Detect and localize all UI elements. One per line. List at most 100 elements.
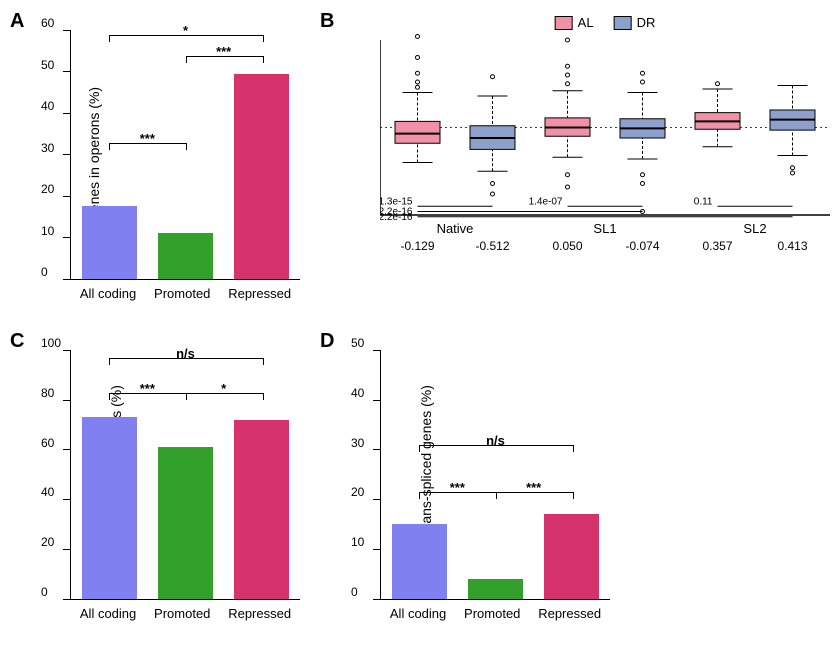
svg-text:Native: Native [437, 221, 474, 236]
bar [468, 579, 523, 599]
ytick [373, 499, 381, 500]
legend-swatch [614, 16, 632, 30]
ytick [373, 449, 381, 450]
bar [392, 524, 447, 599]
x-labels: All coding Promoted Repressed [381, 606, 610, 621]
panel-c: C 020406080100SL1 Trans-spliced genes (%… [10, 330, 310, 640]
ytick [63, 449, 71, 450]
bar [234, 420, 289, 599]
ytick-label: 20 [41, 535, 54, 549]
svg-text:SL1: SL1 [593, 221, 616, 236]
ytick [63, 350, 71, 351]
ytick-label: 0 [41, 265, 48, 279]
ytick [63, 71, 71, 72]
bars-container [381, 350, 610, 599]
ytick [63, 237, 71, 238]
svg-text:1.4e-07: 1.4e-07 [529, 196, 563, 207]
panel-c-chart: 020406080100SL1 Trans-spliced genes (%)A… [70, 350, 300, 600]
ytick-label: 10 [351, 535, 364, 549]
svg-text:0.11: 0.11 [694, 196, 713, 207]
ytick [63, 196, 71, 197]
bar [82, 417, 137, 599]
bars-container [71, 30, 300, 279]
panel-c-label: C [10, 330, 24, 353]
sig-label: * [221, 381, 226, 396]
svg-text:-0.074: -0.074 [625, 239, 659, 253]
ytick-label: 40 [41, 99, 54, 113]
ytick-label: 10 [41, 224, 54, 238]
svg-text:0.413: 0.413 [777, 239, 807, 253]
sig-label: *** [216, 44, 231, 59]
ytick-label: 20 [41, 182, 54, 196]
sig-label: *** [140, 381, 155, 396]
ytick-label: 20 [351, 485, 364, 499]
ytick [63, 549, 71, 550]
bars-container [71, 350, 300, 599]
bar [158, 233, 213, 279]
legend-label: AL [578, 15, 594, 30]
ytick-label: 50 [41, 58, 54, 72]
panel-a: A 0102030405060Genes in operons (%)All c… [10, 10, 310, 320]
ytick-label: 30 [351, 436, 364, 450]
svg-text:-0.129: -0.129 [400, 239, 434, 253]
ytick-label: 80 [41, 386, 54, 400]
x-label: Repressed [228, 606, 291, 621]
ytick-label: 60 [41, 16, 54, 30]
x-label: Promoted [154, 286, 210, 301]
ytick [63, 30, 71, 31]
ytick [373, 350, 381, 351]
sig-label: n/s [176, 346, 195, 361]
x-label: All coding [80, 606, 136, 621]
panel-b-chart: -4-2024Log2 Fold Change TR/TONativeSL1SL… [380, 20, 830, 265]
sig-label: n/s [486, 433, 505, 448]
sig-label: * [183, 23, 188, 38]
panel-a-chart: 0102030405060Genes in operons (%)All cod… [70, 30, 300, 280]
ytick-label: 50 [351, 336, 364, 350]
bar [158, 447, 213, 599]
figure-grid: A 0102030405060Genes in operons (%)All c… [10, 10, 825, 640]
ytick-label: 40 [351, 386, 364, 400]
panel-b: B -4-2024Log2 Fold Change TR/TONativeSL1… [320, 10, 835, 320]
svg-text:SL2: SL2 [743, 221, 766, 236]
ytick-label: 60 [41, 436, 54, 450]
panel-d-label: D [320, 330, 334, 353]
ytick-label: 100 [41, 336, 61, 350]
legend-swatch [555, 16, 573, 30]
sig-label: *** [140, 131, 155, 146]
boxplot-svg: -4-2024Log2 Fold Change TR/TONativeSL1SL… [380, 20, 830, 265]
ytick [63, 279, 71, 280]
svg-text:-0.512: -0.512 [475, 239, 509, 253]
x-label: All coding [390, 606, 446, 621]
bar [82, 206, 137, 279]
ytick [63, 154, 71, 155]
ytick-label: 40 [41, 485, 54, 499]
sig-label: *** [450, 480, 465, 495]
panel-d-chart: 01020304050SL2 Trans-spliced genes (%)Al… [380, 350, 610, 600]
x-label: All coding [80, 286, 136, 301]
x-label: Repressed [228, 286, 291, 301]
panel-d: D 01020304050SL2 Trans-spliced genes (%)… [320, 330, 620, 640]
bar [544, 514, 599, 599]
x-label: Promoted [154, 606, 210, 621]
ytick [373, 549, 381, 550]
legend: AL DR [555, 15, 656, 30]
svg-text:0.357: 0.357 [702, 239, 732, 253]
svg-text:0.050: 0.050 [552, 239, 582, 253]
ytick [63, 599, 71, 600]
ytick [63, 400, 71, 401]
legend-item: DR [614, 15, 656, 30]
legend-label: DR [637, 15, 656, 30]
x-labels: All coding Promoted Repressed [71, 286, 300, 301]
ytick-label: 30 [41, 141, 54, 155]
legend-item: AL [555, 15, 594, 30]
sig-label: *** [526, 480, 541, 495]
ytick [373, 400, 381, 401]
x-label: Repressed [538, 606, 601, 621]
ytick [63, 499, 71, 500]
svg-text:2.2e-16: 2.2e-16 [380, 212, 413, 223]
ytick-label: 0 [351, 585, 358, 599]
ytick-label: 0 [41, 585, 48, 599]
ytick [373, 599, 381, 600]
bar [234, 74, 289, 279]
x-label: Promoted [464, 606, 520, 621]
